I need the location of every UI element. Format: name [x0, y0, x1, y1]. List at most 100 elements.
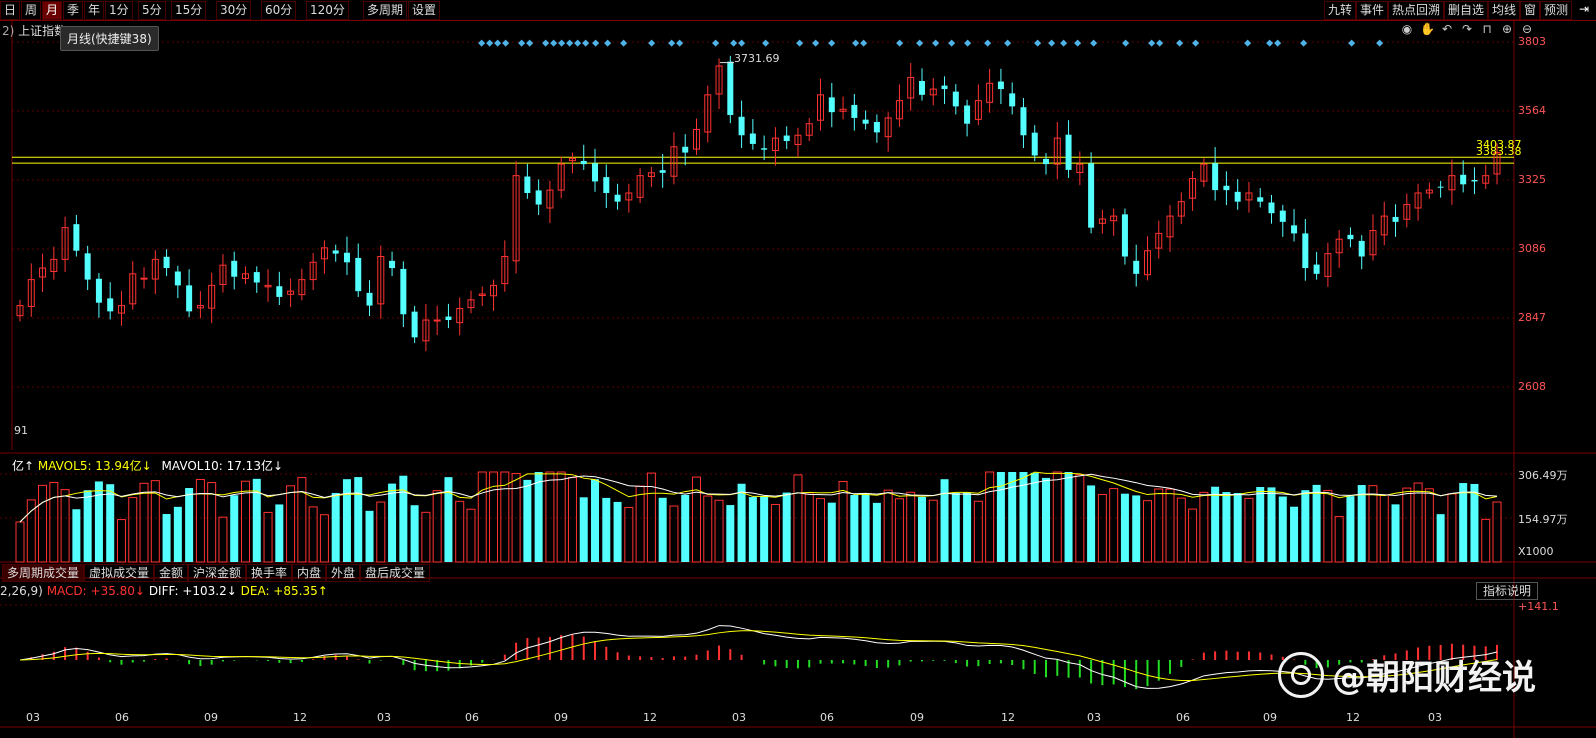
- candle-body: [1291, 225, 1298, 234]
- volume-bar: [489, 471, 499, 563]
- tool-0[interactable]: 九转: [1324, 1, 1357, 20]
- volume-bar: [500, 471, 510, 563]
- period-tab-3[interactable]: 季: [63, 1, 84, 20]
- eye-icon[interactable]: ◉: [1401, 22, 1413, 36]
- volume-bar: [567, 477, 577, 563]
- candle-body: [39, 267, 47, 278]
- volume-tab-3[interactable]: 沪深金额: [188, 564, 247, 582]
- candle-body: [794, 134, 802, 145]
- tool-4[interactable]: 均线: [1488, 1, 1521, 20]
- time-tick-0: 03: [26, 711, 40, 724]
- volume-bar: [1346, 496, 1355, 562]
- volume-bar: [308, 506, 318, 563]
- tool-5[interactable]: 窗: [1520, 1, 1541, 20]
- dea-line: [19, 630, 1498, 682]
- diff-value: DIFF: +103.2↓: [148, 584, 237, 598]
- signal-diamond: [1156, 39, 1164, 47]
- period-tab-7[interactable]: 15分: [171, 1, 207, 20]
- candle-body: [61, 227, 69, 260]
- volume-tab-2[interactable]: 金额: [154, 564, 189, 582]
- period-tab-0[interactable]: 日: [0, 1, 21, 20]
- period-tab-9[interactable]: 60分: [261, 1, 297, 20]
- signal-diamond: [1274, 39, 1282, 47]
- signal-diamond: [964, 39, 972, 47]
- tool-3[interactable]: 删自选: [1444, 1, 1489, 20]
- period-tab-6[interactable]: 5分: [138, 1, 166, 20]
- period-tab-2[interactable]: 月: [42, 1, 63, 20]
- volume-bar: [545, 471, 555, 563]
- volume-tab-4[interactable]: 换手率: [246, 564, 293, 582]
- candle-body: [309, 261, 317, 281]
- volume-bar: [951, 493, 960, 562]
- candle-body: [546, 189, 554, 209]
- volume-tab-7[interactable]: 盘后成交量: [360, 564, 431, 582]
- undo-icon[interactable]: ↶: [1441, 22, 1453, 36]
- peak-price-label: 3731.69: [734, 52, 780, 65]
- signal-markers: [478, 39, 1384, 47]
- volume-bar: [207, 482, 217, 563]
- candle-body: [1223, 185, 1230, 191]
- volume-bar: [342, 479, 351, 562]
- redo-icon[interactable]: ↷: [1461, 22, 1473, 36]
- vol-tick-3: X1000: [1518, 545, 1554, 558]
- zoom-out-icon[interactable]: ⊖: [1521, 22, 1533, 36]
- period-tab-10[interactable]: 120分: [306, 1, 349, 20]
- volume-bar: [861, 494, 870, 562]
- tool-1[interactable]: 事件: [1356, 1, 1389, 20]
- volume-bar: [331, 492, 340, 562]
- tool-2[interactable]: 热点回溯: [1388, 1, 1445, 20]
- signal-diamond: [1192, 39, 1200, 47]
- candle-body: [264, 284, 272, 288]
- period-tab-8[interactable]: 30分: [216, 1, 252, 20]
- volume-bar: [195, 479, 205, 563]
- candle-body: [422, 319, 430, 342]
- time-tick-4: 03: [377, 711, 391, 724]
- volume-tab-0[interactable]: 多周期成交量: [2, 564, 85, 582]
- tool-6[interactable]: 预测: [1540, 1, 1573, 20]
- price-tick-2: 3325: [1518, 173, 1546, 186]
- volume-bar: [1323, 489, 1333, 563]
- candle-body: [163, 256, 170, 269]
- volume-tab-5[interactable]: 内盘: [292, 564, 327, 582]
- candle-body: [862, 119, 869, 124]
- indicator-help-button[interactable]: 指标说明: [1475, 582, 1538, 600]
- candle-body: [50, 258, 58, 273]
- volume-tab-1[interactable]: 虚拟成交量: [84, 564, 155, 582]
- volume-bar: [635, 485, 645, 563]
- signal-diamond: [852, 39, 860, 47]
- candle-body: [1200, 163, 1208, 182]
- volume-bar: [466, 508, 476, 563]
- volume-bar: [894, 498, 904, 563]
- candle-body: [343, 252, 350, 263]
- volume-tab-6[interactable]: 外盘: [326, 564, 361, 582]
- candle-body: [941, 85, 948, 90]
- period-tab-1[interactable]: 周: [21, 1, 42, 20]
- volume-bar: [162, 514, 171, 562]
- candle-body: [557, 163, 565, 191]
- volume-bar: [1120, 493, 1129, 562]
- lock-icon[interactable]: ⊓: [1482, 22, 1492, 36]
- candle-body: [1121, 214, 1128, 257]
- exit-icon[interactable]: ⇥: [1578, 2, 1590, 16]
- zoom-in-icon[interactable]: ⊕: [1501, 22, 1513, 36]
- time-tick-1: 06: [115, 711, 129, 724]
- period-tab-12[interactable]: 设置: [408, 1, 441, 20]
- volume-bar: [1019, 472, 1028, 562]
- period-tab-5[interactable]: 1分: [105, 1, 133, 20]
- price-chart[interactable]: [0, 20, 1596, 738]
- volume-bar: [421, 511, 431, 563]
- candle-body: [1189, 178, 1197, 199]
- candle-body: [964, 105, 971, 124]
- volume-bar: [444, 477, 453, 562]
- volume-bars: [15, 471, 1502, 563]
- period-tooltip: 月线(快捷键38): [60, 26, 159, 51]
- dea-value: DEA: +85.35↑: [240, 584, 328, 598]
- period-tab-4[interactable]: 年: [84, 1, 105, 20]
- period-tab-11[interactable]: 多周期: [363, 1, 408, 20]
- candle-body: [433, 319, 441, 322]
- candle-body: [1245, 192, 1253, 201]
- volume-bar: [816, 498, 826, 563]
- candle-body: [929, 88, 937, 96]
- signal-diamond: [1348, 39, 1356, 47]
- hand-icon[interactable]: ✋: [1420, 22, 1435, 36]
